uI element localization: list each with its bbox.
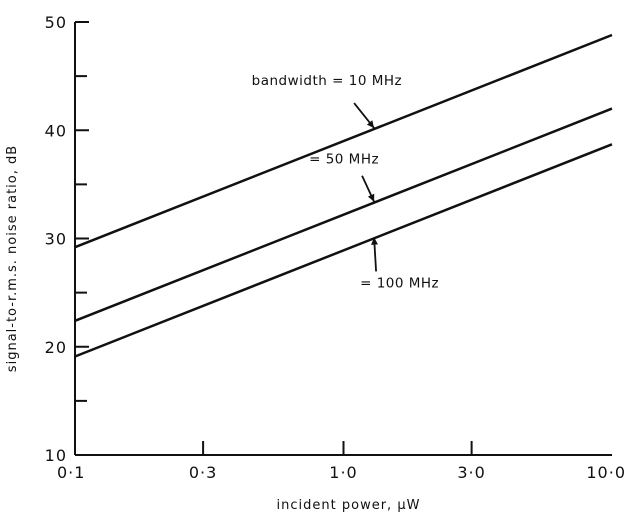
y-axis-title: signal-to-r.m.s. noise ratio, dB	[5, 145, 20, 372]
series-annotations: bandwidth = 10 MHz = 50 MHz = 100 MHz	[252, 73, 439, 291]
series-label-2: = 50 MHz	[309, 152, 379, 168]
ticks: 10 20 30 40 50 0·1 0·3 1·0 3·0 10·0	[45, 13, 626, 482]
y-tick-label: 30	[45, 230, 67, 249]
x-axis-title: incident power, μW	[277, 498, 421, 513]
x-tick-label: 10·0	[586, 463, 626, 482]
series-label-1: bandwidth = 10 MHz	[252, 73, 402, 89]
y-tick-label: 40	[45, 121, 67, 140]
series-line-3	[74, 143, 613, 358]
x-tick-label: 0·1	[57, 463, 85, 482]
series-arrowhead-2	[367, 193, 375, 202]
x-tick-label: 3·0	[457, 463, 485, 482]
series-label-3: = 100 MHz	[360, 275, 439, 291]
series-arrowhead-1	[366, 120, 375, 129]
x-tick-label: 1·0	[329, 463, 357, 482]
series-arrowhead-3	[371, 237, 378, 245]
y-tick-label: 10	[45, 446, 67, 465]
series-line-1	[74, 33, 613, 249]
series-lines	[74, 33, 613, 358]
y-tick-label: 20	[45, 338, 67, 357]
x-tick-label: 0·3	[189, 463, 217, 482]
y-tick-label: 50	[45, 13, 67, 32]
series-line-2	[74, 107, 613, 322]
